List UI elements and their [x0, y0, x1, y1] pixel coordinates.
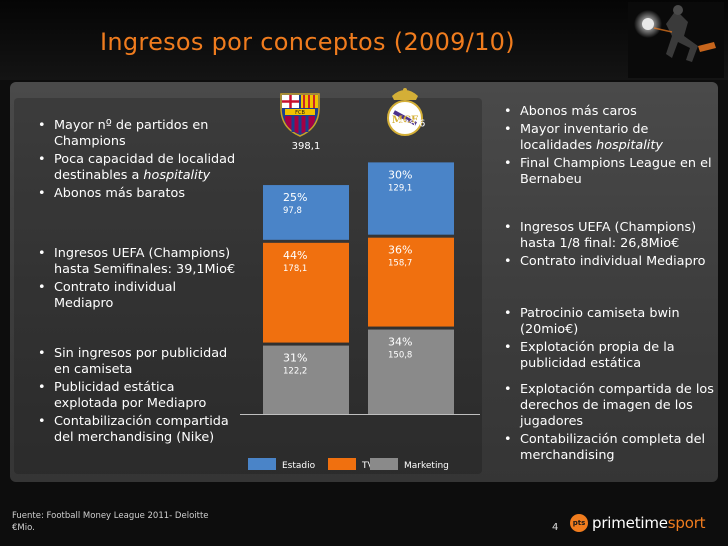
list-item: Contabilización completa del merchandisi…: [504, 432, 714, 464]
list-item: Mayor nº de partidos en Champions: [38, 118, 238, 150]
list-item: Patrocinio camiseta bwin (20mio€): [504, 306, 714, 338]
list-item: Explotación compartida de los derechos d…: [504, 382, 714, 430]
chart-legend: Estadio TV Marketing: [248, 458, 449, 471]
bar-estadio-0: [263, 185, 349, 240]
madrid-stadium-notes: Abonos más caros Mayor inventario de loc…: [504, 104, 714, 190]
bar-marketing-1: [368, 329, 454, 414]
list-item: Ingresos UEFA (Champions) hasta Semifina…: [38, 246, 238, 278]
bar-marketing-0: [263, 345, 349, 414]
list-item: Contrato individual Mediapro: [38, 280, 238, 312]
list-item: Contrato individual Mediapro: [504, 254, 714, 270]
bar-total-label: 438,6: [397, 118, 426, 129]
slide-header: Ingresos por conceptos (2009/10): [0, 0, 728, 80]
legend-swatch-marketing: [370, 458, 398, 470]
fcb-crest-icon: FCB: [280, 93, 320, 137]
madrid-tv-notes: Ingresos UEFA (Champions) hasta 1/8 fina…: [504, 220, 714, 272]
primetime-sport-logo: pts primetimesport: [570, 512, 720, 536]
bar-value-label: 158,7: [388, 259, 412, 269]
chart-bars: 31% 122,2 44% 178,1 25% 97,8 398,1 34% 150,8 36% 1…: [240, 118, 480, 415]
bar-value-label: 129,1: [388, 183, 412, 193]
list-item: Ingresos UEFA (Champions) hasta 1/8 fina…: [504, 220, 714, 252]
legend-label-estadio: Estadio: [282, 461, 316, 471]
logo-text: primetimesport: [592, 514, 706, 532]
source-text: Fuente: Football Money League 2011- Delo…: [12, 511, 209, 521]
bar-value-label: 150,8: [388, 351, 412, 361]
unit-label: €Mio.: [12, 523, 35, 533]
bar-pct-label: 25%: [283, 191, 307, 204]
bar-tv-0: [263, 242, 349, 343]
page-number: 4: [552, 522, 559, 533]
legend-swatch-tv: [328, 458, 356, 470]
list-item: Abonos más baratos: [38, 186, 238, 202]
bar-value-label: 122,2: [283, 367, 307, 377]
real-madrid-crest-icon: MCF: [387, 88, 423, 136]
madrid-image-notes: Explotación compartida de los derechos d…: [504, 382, 714, 466]
bar-pct-label: 30%: [388, 168, 412, 181]
bar-pct-label: 36%: [388, 244, 412, 257]
list-item: Contabilización compartida del merchandi…: [38, 414, 238, 446]
bar-value-label: 178,1: [283, 264, 307, 274]
bar-pct-label: 44%: [283, 249, 307, 262]
bar-pct-label: 34%: [388, 336, 412, 349]
list-item: Mayor inventario de localidades hospital…: [504, 122, 714, 154]
fcb-crest-label: FCB: [295, 110, 305, 116]
list-item: Explotación propia de la publicidad está…: [504, 340, 714, 372]
madrid-sponsorship-notes: Patrocinio camiseta bwin (20mio€) Explot…: [504, 306, 714, 374]
barcelona-stadium-notes: Mayor nº de partidos en Champions Poca c…: [38, 118, 238, 204]
legend-label-marketing: Marketing: [404, 461, 449, 471]
page-title: Ingresos por conceptos (2009/10): [100, 28, 515, 56]
list-item: Poca capacidad de localidad destinables …: [38, 152, 238, 184]
logo-mark-icon: pts: [570, 514, 588, 532]
list-item: Publicidad estática explotada por Mediap…: [38, 380, 238, 412]
barcelona-marketing-notes: Sin ingresos por publicidad en camiseta …: [38, 346, 238, 448]
list-item: Final Champions League en el Bernabeu: [504, 156, 714, 188]
bar-value-label: 97,8: [283, 206, 302, 216]
bar-pct-label: 31%: [283, 352, 307, 365]
source-note: Fuente: Football Money League 2011- Delo…: [12, 510, 232, 534]
list-item: Sin ingresos por publicidad en camiseta: [38, 346, 238, 378]
svg-text:MCF: MCF: [392, 115, 418, 126]
legend-label-tv: TV: [361, 461, 374, 471]
football-player-icon: [628, 2, 724, 78]
legend-swatch-estadio: [248, 458, 276, 470]
bar-estadio-1: [368, 162, 454, 235]
barcelona-tv-notes: Ingresos UEFA (Champions) hasta Semifina…: [38, 246, 238, 314]
bar-total-label: 398,1: [292, 141, 321, 152]
bar-tv-1: [368, 237, 454, 327]
list-item: Abonos más caros: [504, 104, 714, 120]
